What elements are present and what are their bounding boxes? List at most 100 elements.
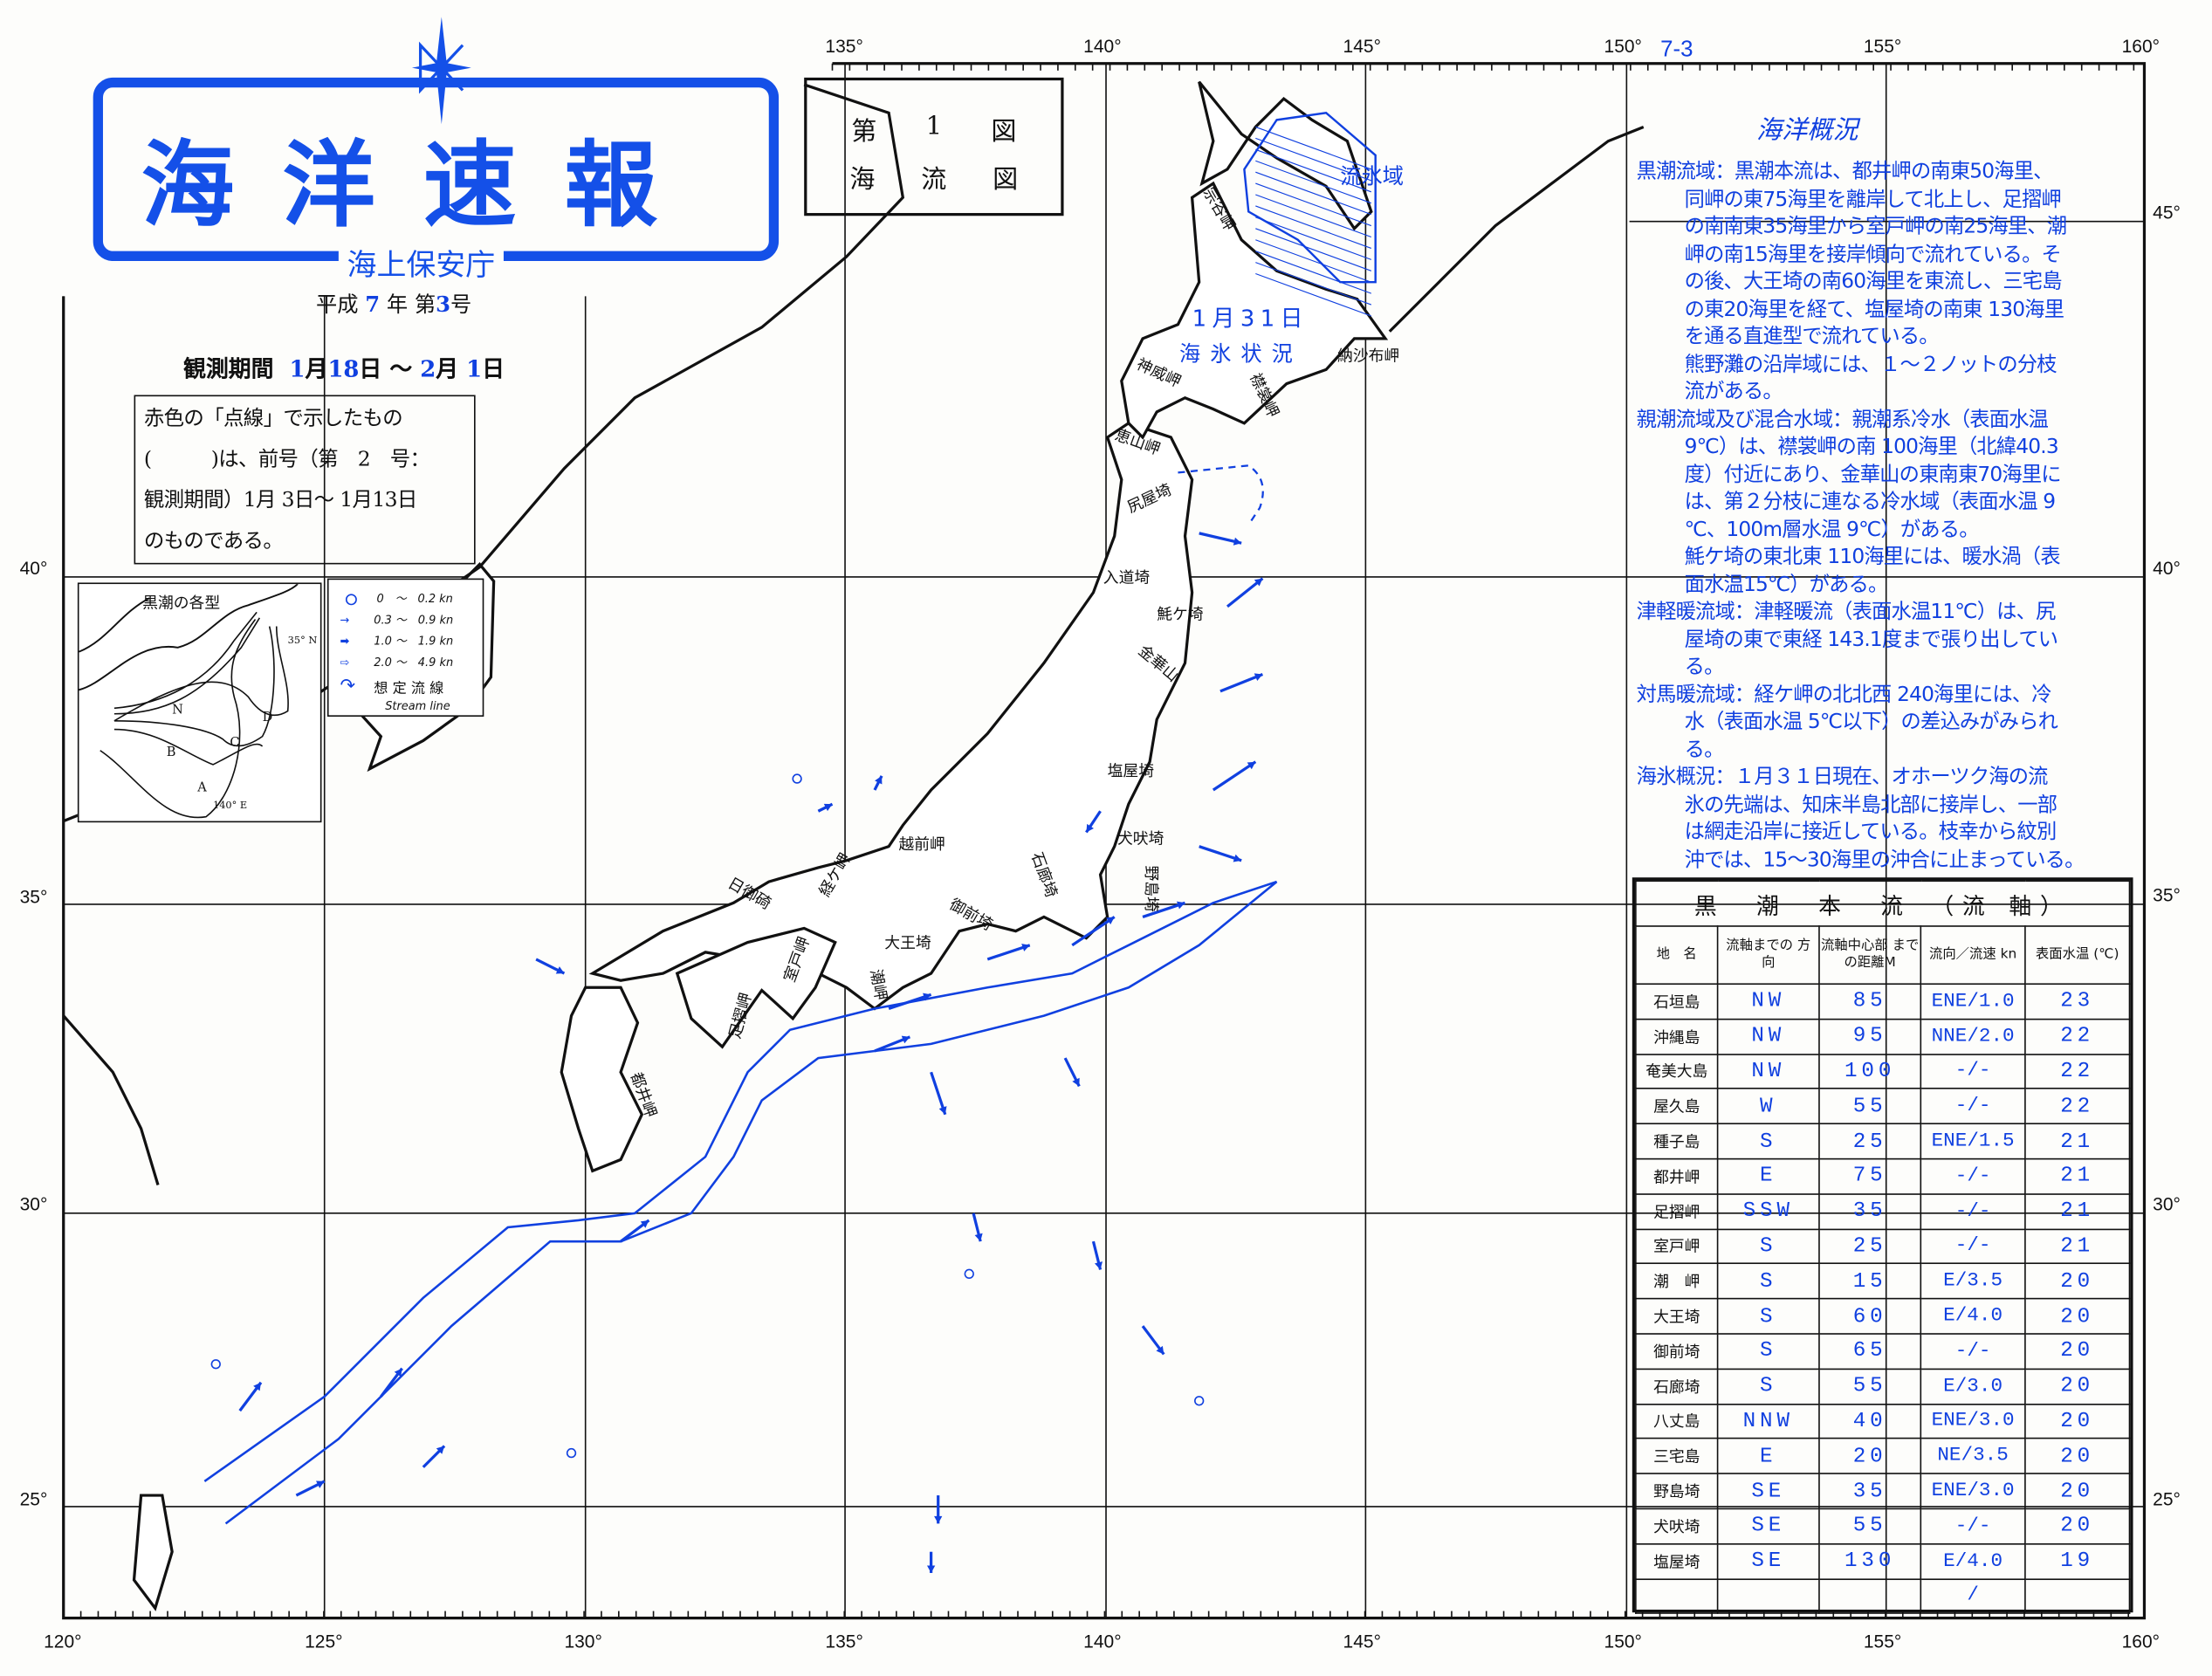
direction-cell: S: [1716, 1123, 1820, 1160]
column-header: 表面水温 (℃): [2024, 925, 2131, 986]
paragraph-line: 屋埼の東で東経 143.1度まで張り出してい: [1684, 628, 2058, 651]
page-title: 海洋速報: [141, 131, 706, 240]
column-header: 流軸までの 方 向: [1716, 925, 1820, 986]
flow-cell: -/-: [1920, 1053, 2026, 1090]
lon-tick-label: 130°: [564, 1631, 602, 1652]
arrow-head: [923, 993, 931, 1001]
paragraph-line: の南南東35海里から室戸岬の南25海里、潮: [1684, 216, 2067, 239]
direction-cell: NNW: [1716, 1403, 1820, 1439]
arrow-head: [934, 1515, 943, 1524]
lon-tick-label: 150°: [1604, 35, 1642, 57]
type-b-label: B: [166, 745, 176, 761]
arrow-head: [1247, 761, 1256, 770]
legend-item: ⇨ 2.0 ～ 4.9 kn: [340, 656, 454, 670]
kuroshio-types-inset: 黒潮の各型 35° N 140° E N A B C D: [77, 582, 322, 823]
lat-tick-label: 35°: [19, 885, 48, 908]
temperature-cell: 21: [2024, 1227, 2131, 1265]
temperature-cell: 19: [2024, 1542, 2131, 1580]
table-row: 塩屋埼 SE 130 E/4.0 19: [1635, 1542, 2131, 1580]
table-row: 沖縄島 NW 95 NNE/2.0 22: [1635, 1018, 2131, 1055]
lon-tick-label: 145°: [1343, 1631, 1381, 1652]
distance-cell: 75: [1818, 1157, 1922, 1195]
direction-cell: NW: [1716, 1018, 1820, 1055]
paragraph-line: 魹ケ埼の東北東 110海里には、暖水渦（表: [1684, 546, 2061, 569]
sea-ice-date-label: 1月31日: [1192, 305, 1309, 332]
paragraph-line: の後、大王埼の南60海里を東流し、三宅島: [1684, 271, 2063, 294]
arrow-head: [394, 1368, 402, 1377]
distance-cell: 15: [1818, 1263, 1922, 1300]
place-label: 野島埼: [1142, 865, 1161, 912]
column-header: 地 名: [1635, 925, 1719, 986]
distance-cell: 35: [1818, 1473, 1922, 1510]
inset-lon-label: 140° E: [213, 800, 248, 812]
table-row: 足摺岬 SSW 35 -/- 21: [1635, 1192, 2131, 1230]
legend-item: ➡ 1.0 ～ 1.9 kn: [340, 635, 454, 648]
lon-tick-label: 135°: [825, 1631, 863, 1652]
kuroshio-axis-north: [203, 880, 1277, 1482]
sheet-id: 7-3: [1660, 38, 1693, 63]
lon-tick-label: 160°: [2121, 1631, 2160, 1652]
lon-tick-label: 140°: [1083, 1631, 1122, 1652]
temperature-cell: 20: [2024, 1298, 2131, 1335]
arrow-head: [640, 1219, 649, 1228]
slack-current-circle: [964, 1268, 974, 1279]
slack-current-circle: [1194, 1396, 1205, 1406]
place-label: 大王埼: [884, 933, 931, 952]
legend: 0 ～ 0.2 kn → 0.3 ～ 0.9 kn ➡ 1.0 ～ 1.9 kn ⇨…: [326, 578, 484, 717]
place-label: 越前岬: [898, 835, 945, 854]
temperature-cell: 20: [2024, 1368, 2131, 1405]
direction-cell: SE: [1716, 1542, 1820, 1580]
arrow-head: [253, 1382, 261, 1391]
drift-ice-hatch: [1255, 126, 1372, 170]
paragraph-first-line: 黒潮流域：黒潮本流は、都井岬の南東50海里、: [1636, 161, 2054, 184]
drift-ice-hatch: [1255, 262, 1372, 306]
sakhalin-coast: [1198, 80, 1373, 231]
direction-cell: [1716, 1577, 1820, 1615]
flow-cell: E/3.0: [1920, 1368, 2026, 1405]
table-row: 室戸岬 S 25 -/- 21: [1635, 1227, 2131, 1265]
table-row: 石垣島 NW 85 ENE/1.0 23: [1635, 983, 2131, 1020]
current-arrow: [1212, 760, 1257, 792]
flow-cell: ENE/1.5: [1920, 1123, 2026, 1160]
legend-item: ↷ 想 定 流 線: [340, 676, 444, 697]
station-cell: 御前埼: [1635, 1333, 1719, 1370]
hollow-arrow-icon: ⇨: [340, 656, 350, 670]
paragraph-line: る。: [1684, 656, 1725, 679]
paragraph-line: 岬の南15海里を接岸傾向で流れている。そ: [1684, 243, 2062, 266]
temperature-cell: 22: [2024, 1088, 2131, 1125]
kuroshio-axis-south: [224, 881, 1278, 1525]
current-arrow: [986, 944, 1031, 961]
table-row: 屋久島 W 55 -/- 22: [1635, 1088, 2131, 1125]
type-c-label: C: [230, 736, 240, 751]
distance-cell: 55: [1818, 1088, 1922, 1125]
arrow-head: [1233, 854, 1242, 862]
lon-tick-label: 155°: [1863, 35, 1902, 57]
flow-cell: NNE/2.0: [1920, 1018, 2026, 1055]
flow-cell: -/-: [1920, 1157, 2026, 1195]
inset-title: 黒潮の各型: [142, 594, 221, 613]
paragraph-line: は、第２分枝に連なる冷水域（表面水温 9: [1684, 491, 2056, 514]
arrow-head: [1086, 823, 1094, 833]
drift-ice-hatch: [1255, 137, 1372, 182]
place-label: 塩屋埼: [1107, 761, 1154, 780]
paragraph-line: る。: [1684, 738, 1725, 761]
honshu-coast: [588, 422, 1194, 1011]
paragraph-line: 9℃）は、襟裳岬の南 100海里（北緯40.3: [1684, 436, 2059, 459]
drift-ice-hatch: [1255, 251, 1372, 294]
direction-cell: SE: [1716, 1473, 1820, 1510]
shikoku-coast: [675, 926, 837, 1049]
distance-cell: 55: [1818, 1368, 1922, 1405]
station-cell: 足摺岬: [1635, 1192, 1719, 1230]
distance-cell: 130: [1818, 1542, 1922, 1580]
arrow-head: [974, 1233, 983, 1242]
flow-cell: E/4.0: [1920, 1542, 2026, 1580]
lon-tick-label: 140°: [1083, 35, 1122, 57]
lon-tick-label: 155°: [1863, 1631, 1902, 1652]
paragraph-line: 度）付近にあり、金華山の東南東70海里に: [1684, 463, 2062, 486]
flow-cell: E/3.5: [1920, 1263, 2026, 1300]
paragraph-line: 水（表面水温 5℃以下）の差込みがみられ: [1684, 711, 2058, 734]
direction-cell: S: [1716, 1333, 1820, 1370]
sea-ice-status-label: 海 氷 状 況: [1179, 341, 1295, 367]
mainland-coast: [62, 1014, 160, 1185]
